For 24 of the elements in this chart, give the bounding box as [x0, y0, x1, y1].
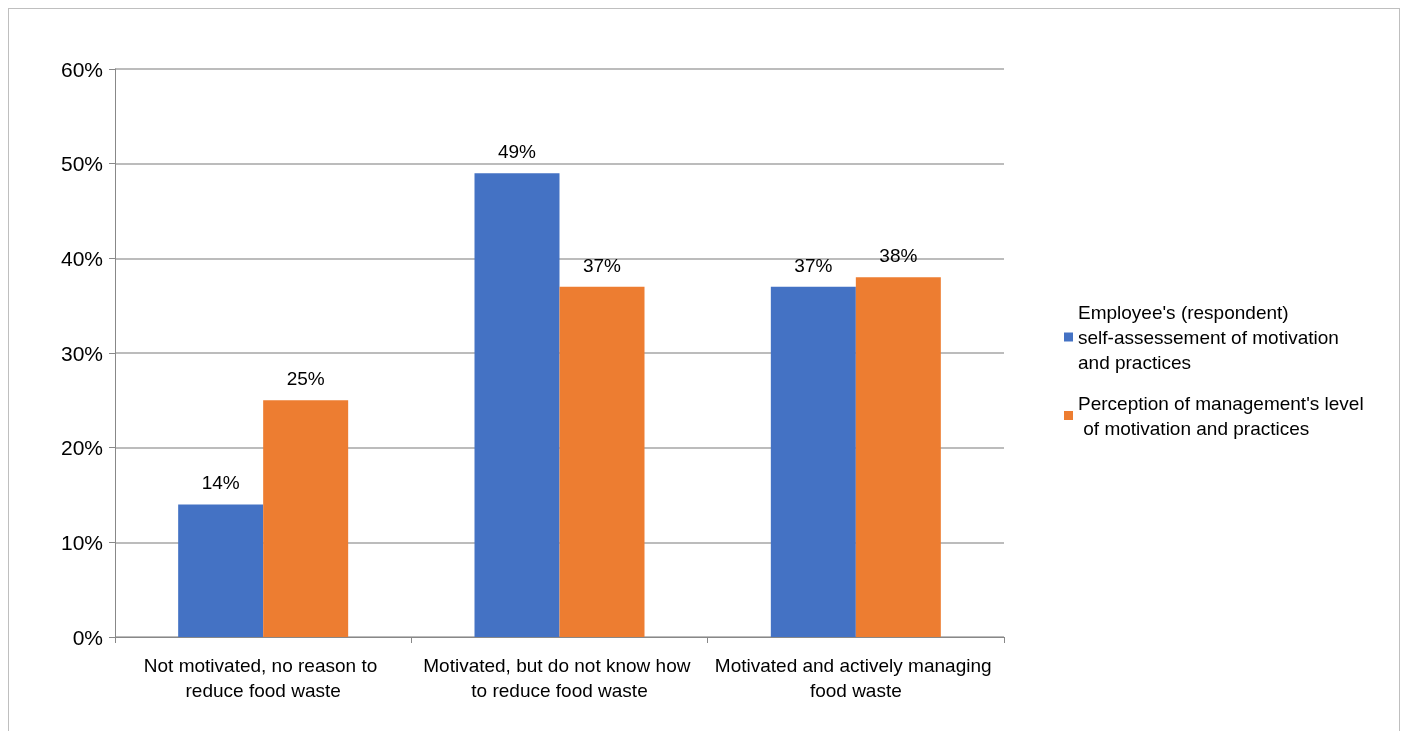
y-tick-label: 60%	[60, 57, 103, 81]
data-label: 25%	[286, 368, 325, 390]
y-tick-label: 40%	[60, 246, 103, 270]
bar	[263, 400, 349, 637]
y-tick-label: 0%	[72, 625, 103, 649]
bar	[855, 277, 941, 637]
data-label: 49%	[497, 141, 537, 163]
x-tick-label: Motivated, but do not know how to reduce food waste	[423, 655, 696, 701]
y-tick-label: 20%	[60, 436, 103, 460]
data-label: 37%	[794, 254, 833, 276]
x-tick-label: Motivated and actively managing food waste	[714, 655, 997, 701]
data-label: 38%	[879, 245, 918, 267]
y-tick-label: 50%	[60, 152, 103, 176]
data-label: 37%	[582, 254, 622, 276]
y-tick-label: 10%	[60, 530, 103, 554]
bar	[559, 286, 645, 637]
y-tick-label: 30%	[60, 341, 103, 365]
bar	[770, 286, 856, 637]
bar	[178, 504, 264, 637]
bar	[474, 173, 560, 637]
legend-label: Perception of management's level of motivation and practices	[1078, 392, 1364, 439]
legend-label: Employee's (respondent) self-assessement of motivation and practices	[1078, 301, 1345, 373]
x-tick-label: Not motivated, no reason to reduce food waste	[143, 655, 383, 701]
data-label: 14%	[201, 472, 240, 494]
